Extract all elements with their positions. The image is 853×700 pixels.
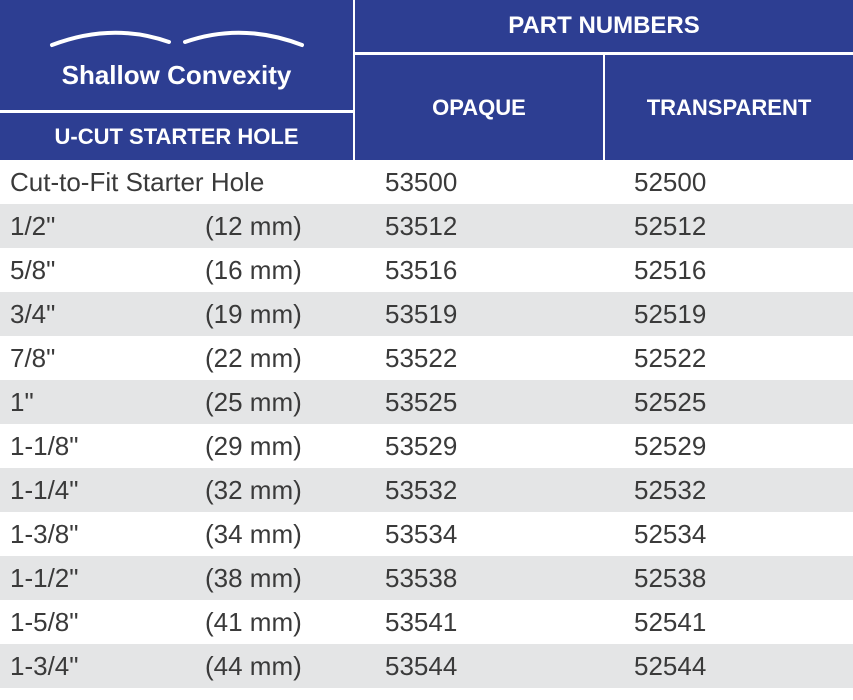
table-row: 1"(25 mm)5352552525 <box>0 380 853 424</box>
size-cell: 1-1/8"(29 mm) <box>0 431 355 462</box>
sub-header-row: OPAQUE TRANSPARENT <box>355 52 853 160</box>
size-mm: (22 mm) <box>205 343 355 374</box>
opaque-cell: 53525 <box>355 387 604 418</box>
size-cell: 5/8"(16 mm) <box>0 255 355 286</box>
opaque-cell: 53538 <box>355 563 604 594</box>
table-body: Cut-to-Fit Starter Hole53500525001/2"(12… <box>0 160 853 688</box>
size-inch: 1-1/8" <box>10 431 205 462</box>
shallow-convexity-icon <box>47 20 307 50</box>
opaque-cell: 53534 <box>355 519 604 550</box>
opaque-header-cell: OPAQUE <box>355 55 605 160</box>
table-row: 3/4"(19 mm)5351952519 <box>0 292 853 336</box>
size-mm: (12 mm) <box>205 211 355 242</box>
size-mm: (19 mm) <box>205 299 355 330</box>
transparent-cell: 52538 <box>604 563 853 594</box>
size-cell: 1-5/8"(41 mm) <box>0 607 355 638</box>
size-cell: 1-1/4"(32 mm) <box>0 475 355 506</box>
transparent-cell: 52534 <box>604 519 853 550</box>
size-cell: 3/4"(19 mm) <box>0 299 355 330</box>
size-mm: (34 mm) <box>205 519 355 550</box>
size-inch: 3/4" <box>10 299 205 330</box>
opaque-cell: 53532 <box>355 475 604 506</box>
size-mm: (16 mm) <box>205 255 355 286</box>
part-number-table: Shallow Convexity U-CUT STARTER HOLE PAR… <box>0 0 853 688</box>
size-cell: 1-1/2"(38 mm) <box>0 563 355 594</box>
left-header-column: Shallow Convexity U-CUT STARTER HOLE <box>0 0 355 160</box>
ucut-header-cell: U-CUT STARTER HOLE <box>0 110 355 160</box>
opaque-cell: 53529 <box>355 431 604 462</box>
table-row: Cut-to-Fit Starter Hole5350052500 <box>0 160 853 204</box>
opaque-cell: 53500 <box>355 167 604 198</box>
table-row: 1-1/8"(29 mm)5352952529 <box>0 424 853 468</box>
size-cell: 7/8"(22 mm) <box>0 343 355 374</box>
opaque-cell: 53512 <box>355 211 604 242</box>
table-row: 1-5/8"(41 mm)5354152541 <box>0 600 853 644</box>
table-row: 1-1/2"(38 mm)5353852538 <box>0 556 853 600</box>
size-cell: 1/2"(12 mm) <box>0 211 355 242</box>
transparent-cell: 52544 <box>604 651 853 682</box>
right-header-column: PART NUMBERS OPAQUE TRANSPARENT <box>355 0 853 160</box>
size-inch: 1-3/8" <box>10 519 205 550</box>
size-inch: 1-5/8" <box>10 607 205 638</box>
transparent-cell: 52516 <box>604 255 853 286</box>
transparent-cell: 52541 <box>604 607 853 638</box>
transparent-cell: 52532 <box>604 475 853 506</box>
size-mm: (44 mm) <box>205 651 355 682</box>
size-mm: (41 mm) <box>205 607 355 638</box>
convexity-label: Shallow Convexity <box>62 60 292 91</box>
transparent-header-cell: TRANSPARENT <box>605 55 853 160</box>
table-row: 5/8"(16 mm)5351652516 <box>0 248 853 292</box>
size-cell: 1-3/8"(34 mm) <box>0 519 355 550</box>
table-row: 1-3/4"(44 mm)5354452544 <box>0 644 853 688</box>
transparent-cell: 52512 <box>604 211 853 242</box>
table-row: 7/8"(22 mm)5352252522 <box>0 336 853 380</box>
size-cell: Cut-to-Fit Starter Hole <box>0 167 355 198</box>
transparent-cell: 52525 <box>604 387 853 418</box>
size-inch: 7/8" <box>10 343 205 374</box>
table-header: Shallow Convexity U-CUT STARTER HOLE PAR… <box>0 0 853 160</box>
opaque-cell: 53516 <box>355 255 604 286</box>
size-mm: (25 mm) <box>205 387 355 418</box>
opaque-cell: 53519 <box>355 299 604 330</box>
table-row: 1/2"(12 mm)5351252512 <box>0 204 853 248</box>
opaque-cell: 53522 <box>355 343 604 374</box>
size-cell: 1"(25 mm) <box>0 387 355 418</box>
size-inch: 1-1/2" <box>10 563 205 594</box>
convexity-header-cell: Shallow Convexity <box>0 0 355 110</box>
size-mm: (32 mm) <box>205 475 355 506</box>
transparent-cell: 52522 <box>604 343 853 374</box>
transparent-cell: 52500 <box>604 167 853 198</box>
size-inch: 1" <box>10 387 205 418</box>
size-inch: 1-1/4" <box>10 475 205 506</box>
size-mm: (29 mm) <box>205 431 355 462</box>
opaque-cell: 53544 <box>355 651 604 682</box>
size-inch: 5/8" <box>10 255 205 286</box>
table-row: 1-3/8"(34 mm)5353452534 <box>0 512 853 556</box>
transparent-cell: 52529 <box>604 431 853 462</box>
transparent-cell: 52519 <box>604 299 853 330</box>
opaque-cell: 53541 <box>355 607 604 638</box>
size-cell: 1-3/4"(44 mm) <box>0 651 355 682</box>
size-inch: 1-3/4" <box>10 651 205 682</box>
table-row: 1-1/4"(32 mm)5353252532 <box>0 468 853 512</box>
part-numbers-header-cell: PART NUMBERS <box>355 0 853 52</box>
size-mm: (38 mm) <box>205 563 355 594</box>
size-inch: 1/2" <box>10 211 205 242</box>
